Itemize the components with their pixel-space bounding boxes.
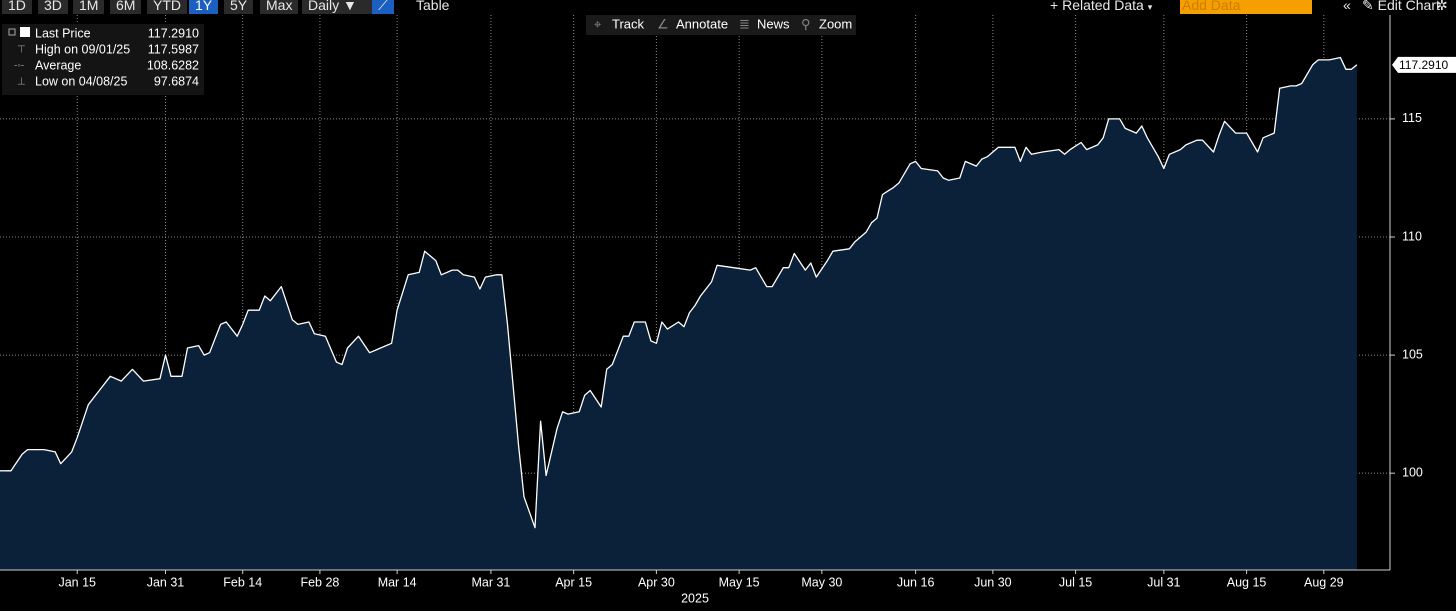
period-button[interactable]: 5Y xyxy=(224,0,254,14)
zoom-button[interactable]: ⚲ Zoom xyxy=(801,16,852,31)
track-button[interactable]: ⌖ Track xyxy=(594,16,645,31)
period-button[interactable]: 1M xyxy=(73,0,105,14)
annotate-label[interactable]: Annotate xyxy=(676,16,728,31)
x-tick-label: Jul 31 xyxy=(1147,575,1180,589)
plot-area xyxy=(0,15,1390,570)
period-button[interactable]: 1D xyxy=(2,0,32,14)
x-tick-label: Jun 16 xyxy=(897,575,935,589)
zoom-label[interactable]: Zoom xyxy=(819,16,852,31)
legend-label: High on 09/01/25 xyxy=(35,42,130,56)
news-label[interactable]: News xyxy=(757,16,790,31)
related-label: Related Data xyxy=(1062,0,1144,13)
legend-swatch xyxy=(20,27,30,37)
legend-value: 117.2910 xyxy=(148,26,199,40)
last-price-label: 117.2910 xyxy=(1399,58,1448,72)
tools-background xyxy=(586,15,856,35)
frequency-label: Daily xyxy=(308,0,340,13)
period-button[interactable]: 6M xyxy=(110,0,142,14)
chart-icon-button[interactable]: ⟋ xyxy=(372,0,394,14)
legend: ⊤ -◦- ⊥ Last Price 117.2910 High on 09/0… xyxy=(2,24,204,95)
y-tick-label: 110 xyxy=(1402,229,1422,243)
related-data-dropdown[interactable]: + Related Data ▾ xyxy=(1050,0,1152,14)
period-button[interactable]: 1Y xyxy=(189,0,219,14)
last-price-tag xyxy=(1392,56,1456,73)
axes: 100 105 110 115 Jan 15 Jan 31 Feb 14 Feb 28 Mar … xyxy=(0,15,1456,605)
y-tick-label: 100 xyxy=(1402,465,1423,479)
legend-value: 97.6874 xyxy=(154,74,199,88)
news-icon: ≣ xyxy=(739,16,750,31)
x-tick-label: Jun 30 xyxy=(974,575,1012,589)
legend-label: Last Price xyxy=(35,26,91,40)
annotate-icon: ∠ xyxy=(657,16,669,31)
high-icon: ⊤ xyxy=(17,45,26,56)
x-tick-label: Jul 15 xyxy=(1059,575,1092,589)
x-tick-label: Jan 15 xyxy=(58,575,96,589)
x-tick-label: Mar 31 xyxy=(471,575,510,589)
annotate-button[interactable]: ∠ Annotate xyxy=(657,16,728,31)
price-area xyxy=(5,57,1357,570)
toolbar: 1D 3D 1M 6M YTD 1Y 5Y Max Daily ▼ ⟋ Tabl… xyxy=(0,0,1456,14)
legend-background xyxy=(2,24,204,95)
x-tick-label: Feb 14 xyxy=(223,575,262,589)
legend-checkbox[interactable] xyxy=(8,28,16,36)
edit-label: Edit Chart xyxy=(1377,0,1440,13)
add-data-input[interactable]: Add Data xyxy=(1180,0,1312,14)
x-tick-label: Mar 14 xyxy=(378,575,417,589)
collapse-button[interactable]: « xyxy=(1343,0,1351,13)
news-button[interactable]: ≣ News xyxy=(739,16,790,31)
area-lead xyxy=(0,470,6,570)
x-tick-label: Aug 15 xyxy=(1227,575,1267,589)
chart-tools: ⌖ Track ∠ Annotate ≣ News ⚲ Zoom xyxy=(586,15,856,35)
x-tick-label: May 15 xyxy=(719,575,760,589)
x-tick-label: May 30 xyxy=(801,575,842,589)
price-line xyxy=(5,56,1358,529)
x-tick-label: Aug 29 xyxy=(1304,575,1344,589)
x-tick-label: Apr 30 xyxy=(638,575,675,589)
legend-value: 117.5987 xyxy=(148,42,199,56)
x-tick-label: Apr 15 xyxy=(555,575,592,589)
track-icon: ⌖ xyxy=(594,16,602,31)
y-tick-label: 105 xyxy=(1402,347,1423,361)
period-button[interactable]: YTD xyxy=(147,0,187,14)
legend-label: Low on 04/08/25 xyxy=(35,74,127,88)
settings-button[interactable]: ✲ xyxy=(1436,0,1448,13)
zoom-icon: ⚲ xyxy=(801,16,811,31)
x-tick-label: Feb 28 xyxy=(300,575,339,589)
x-axis-label: 2025 xyxy=(681,591,709,605)
average-icon: -◦- xyxy=(14,61,24,72)
period-button[interactable]: 3D xyxy=(38,0,68,14)
table-button[interactable]: Table xyxy=(416,0,450,13)
edit-chart-button[interactable]: ✎ Edit Chart xyxy=(1362,0,1440,14)
frequency-dropdown[interactable]: Daily ▼ xyxy=(302,0,374,14)
y-tick-label: 115 xyxy=(1402,111,1422,125)
legend-label: Average xyxy=(35,58,81,72)
low-icon: ⊥ xyxy=(17,77,26,88)
track-label[interactable]: Track xyxy=(612,16,645,31)
period-button[interactable]: Max xyxy=(260,0,299,14)
legend-value: 108.6282 xyxy=(147,58,199,72)
x-tick-label: Jan 31 xyxy=(147,575,185,589)
